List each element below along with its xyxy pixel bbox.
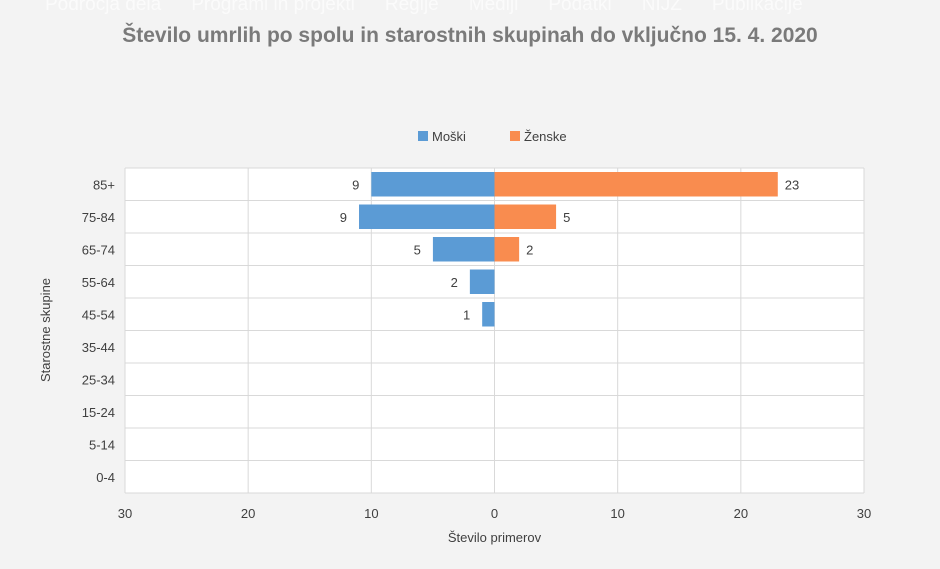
bar-moški [359,204,495,229]
bar-moški [482,302,495,327]
y-tick-label: 15-24 [82,405,115,420]
x-tick-label: 20 [241,506,255,521]
legend-label: Moški [432,129,466,144]
x-tick-label: 30 [118,506,132,521]
legend-swatch [510,131,520,141]
x-axis-title: Število primerov [448,530,542,545]
y-axis-title: Starostne skupine [38,278,53,382]
nav-link[interactable]: Podatki [548,0,612,15]
data-label: 23 [785,177,799,192]
nav-link[interactable]: Področja dela [45,0,162,15]
y-tick-label: 0-4 [96,470,115,485]
nav-link[interactable]: Mediji [468,0,519,15]
x-tick-label: 20 [734,506,748,521]
bar-moški [432,237,495,262]
legend-label: Ženske [524,129,567,144]
nav-link[interactable]: NIJZ [641,0,682,15]
bar-moški [469,269,495,294]
x-tick-label: 10 [610,506,624,521]
x-tick-label: 0 [491,506,498,521]
y-tick-label: 45-54 [82,307,115,322]
nav-link[interactable]: Programi in projekti [191,0,355,15]
y-tick-label: 65-74 [82,242,115,257]
bar-moški [371,172,495,197]
y-tick-label: 5-14 [89,437,115,452]
bar-ženske [494,237,520,262]
data-label: 5 [563,210,570,225]
top-navigation: Področja dela Programi in projekti Regije M… [45,0,803,16]
y-tick-label: 25-34 [82,372,115,387]
legend-swatch [418,131,428,141]
data-label: 9 [340,210,347,225]
chart-title: Število umrlih po spolu in starostnih sk… [122,24,818,47]
nav-link[interactable]: Regije [384,0,439,15]
data-label: 9 [352,177,359,192]
y-tick-label: 35-44 [82,340,115,355]
bar-ženske [494,204,557,229]
data-label: 5 [414,242,421,257]
x-tick-label: 10 [364,506,378,521]
y-tick-label: 85+ [93,177,115,192]
x-tick-label: 30 [857,506,871,521]
data-label: 1 [463,307,470,322]
y-tick-label: 55-64 [82,275,115,290]
bar-ženske [494,172,778,197]
data-label: 2 [526,242,533,257]
nav-link[interactable]: Publikacije [711,0,803,15]
y-tick-label: 75-84 [82,210,115,225]
data-label: 2 [451,275,458,290]
